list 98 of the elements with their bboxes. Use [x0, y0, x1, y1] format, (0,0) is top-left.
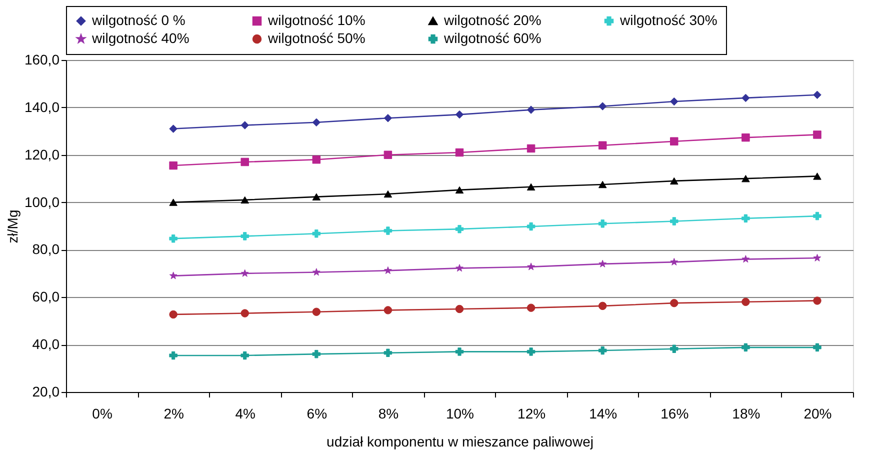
point — [813, 254, 822, 262]
point — [598, 141, 607, 150]
point — [169, 198, 178, 206]
y-tick-label: 40,0 — [32, 336, 60, 352]
point — [169, 124, 178, 133]
point — [598, 180, 607, 188]
point — [813, 130, 822, 139]
point — [240, 158, 249, 166]
point — [670, 217, 678, 226]
point — [455, 348, 464, 356]
legend-label: wilgotność 50% — [267, 30, 366, 46]
x-tick-label: 0% — [92, 406, 112, 422]
point — [526, 222, 536, 231]
y-axis-title: zł/Mg — [4, 210, 20, 244]
point — [312, 193, 321, 200]
x-tick-label: 20% — [804, 406, 832, 422]
x-tick-label: 6% — [306, 406, 328, 422]
point — [169, 161, 178, 170]
point — [742, 255, 750, 263]
x-tick-label: 18% — [732, 406, 760, 422]
legend-label: wilgotność 20% — [443, 12, 542, 28]
point — [455, 110, 464, 119]
x-tick-label: 16% — [660, 406, 689, 422]
x-tick-label: 2% — [164, 406, 184, 422]
point — [312, 268, 320, 276]
point — [384, 150, 392, 159]
point — [384, 348, 392, 357]
point — [384, 114, 392, 122]
point — [598, 260, 607, 268]
point — [527, 262, 535, 270]
point — [598, 102, 607, 110]
point — [742, 298, 750, 306]
point — [598, 302, 607, 310]
point — [670, 97, 678, 106]
point — [598, 220, 607, 228]
legend-label: wilgotność 30% — [619, 12, 718, 28]
point — [312, 229, 321, 238]
y-tick-label: 60,0 — [32, 288, 60, 305]
point — [742, 94, 750, 102]
point — [742, 214, 750, 223]
point — [526, 106, 536, 114]
y-tick-label: 80,0 — [32, 241, 60, 258]
point — [670, 344, 678, 353]
point — [384, 190, 392, 198]
point — [670, 298, 678, 308]
x-tick-label: 8% — [378, 406, 399, 422]
x-tick-label: 10% — [446, 406, 474, 422]
point — [742, 343, 750, 352]
point — [384, 226, 392, 235]
point — [384, 306, 392, 314]
point — [526, 183, 536, 190]
point — [169, 351, 178, 360]
point — [670, 137, 678, 146]
point — [240, 269, 249, 277]
point — [813, 212, 822, 220]
point — [670, 258, 678, 266]
point — [169, 310, 178, 319]
point — [670, 177, 678, 185]
point — [742, 133, 750, 142]
point — [312, 308, 321, 316]
point — [813, 90, 822, 99]
point — [742, 174, 750, 182]
point — [813, 172, 822, 180]
point — [384, 266, 392, 274]
x-tick-label: 4% — [235, 406, 256, 422]
y-tick-label: 20,0 — [32, 384, 60, 400]
point — [526, 348, 536, 356]
point — [240, 121, 249, 130]
point — [240, 196, 249, 204]
y-tick-label: 120,0 — [24, 146, 60, 162]
point — [455, 304, 464, 314]
y-tick-label: 140,0 — [24, 98, 60, 115]
point — [455, 186, 464, 194]
legend-label: wilgotność 40% — [91, 30, 190, 46]
point — [312, 118, 321, 126]
point — [169, 272, 178, 280]
x-axis-title: udział komponentu w mieszance paliwowej — [326, 434, 594, 450]
legend-label: wilgotność 60% — [443, 30, 542, 46]
point — [240, 351, 249, 360]
y-tick-label: 100,0 — [24, 194, 60, 210]
legend-label: wilgotność 10% — [267, 12, 366, 28]
y-tick-label: 160,0 — [24, 52, 60, 68]
point — [455, 148, 464, 157]
legend-label: wilgotność 0 % — [91, 12, 186, 28]
point — [813, 296, 822, 305]
point — [312, 350, 321, 358]
point — [813, 343, 822, 352]
point — [240, 232, 249, 240]
point — [240, 309, 249, 318]
x-tick-label: 12% — [518, 406, 546, 422]
point — [455, 224, 464, 234]
point — [526, 304, 536, 312]
point — [526, 144, 536, 153]
point — [169, 234, 178, 243]
point — [598, 346, 607, 355]
x-tick-label: 14% — [589, 406, 618, 422]
point — [456, 264, 464, 272]
point — [312, 155, 321, 164]
